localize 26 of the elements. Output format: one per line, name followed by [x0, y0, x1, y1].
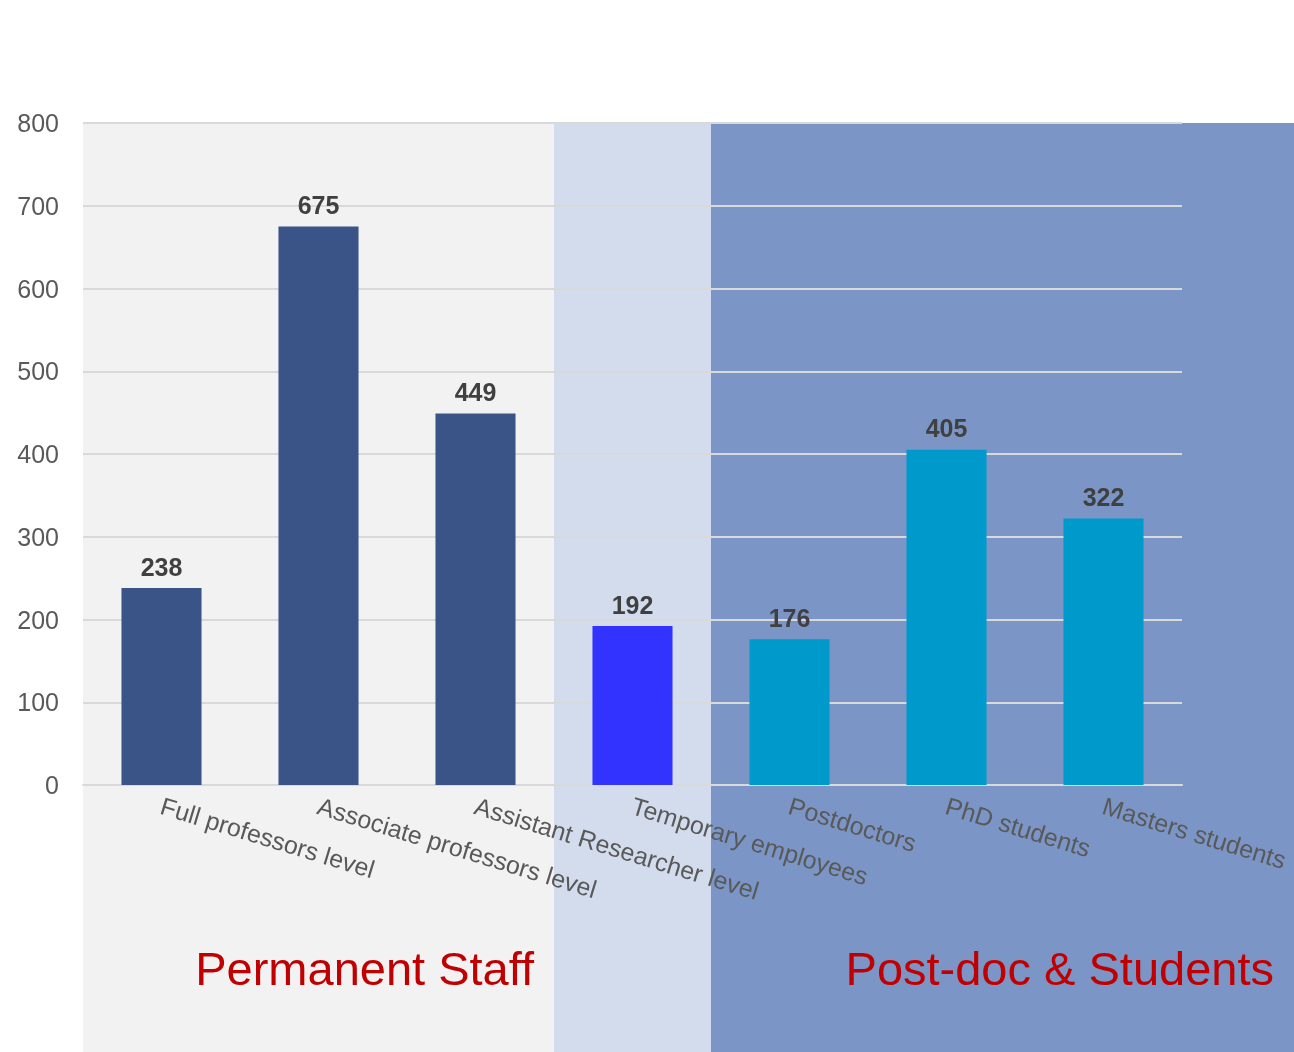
- y-tick-label: 400: [17, 440, 59, 468]
- data-label: 322: [1082, 483, 1125, 512]
- y-tick-label: 700: [17, 191, 59, 220]
- bar: [435, 413, 516, 785]
- bar: [749, 639, 830, 785]
- y-tick-label: 600: [17, 274, 59, 303]
- band-label: Permanent Staff: [195, 941, 535, 995]
- y-tick-label: 300: [17, 522, 59, 551]
- y-tick-label: 0: [45, 771, 59, 799]
- bar: [121, 588, 202, 785]
- y-tick-label: 500: [17, 357, 59, 386]
- data-label: 192: [611, 590, 654, 619]
- band-label: Post-doc & Students: [845, 941, 1274, 995]
- bar: [592, 626, 673, 785]
- y-tick-label: 800: [17, 109, 59, 137]
- data-label: 449: [454, 377, 497, 406]
- y-tick-label: 100: [17, 688, 59, 717]
- x-tick-label: PhD students: [942, 791, 1094, 863]
- bar: [278, 226, 359, 785]
- x-tick-label: Masters students: [1099, 791, 1290, 874]
- data-label: 675: [297, 190, 340, 219]
- bar: [906, 449, 987, 785]
- y-tick-label: 200: [17, 605, 59, 634]
- data-label: 405: [925, 414, 968, 443]
- data-label: 238: [140, 552, 183, 581]
- bar: [1063, 518, 1144, 785]
